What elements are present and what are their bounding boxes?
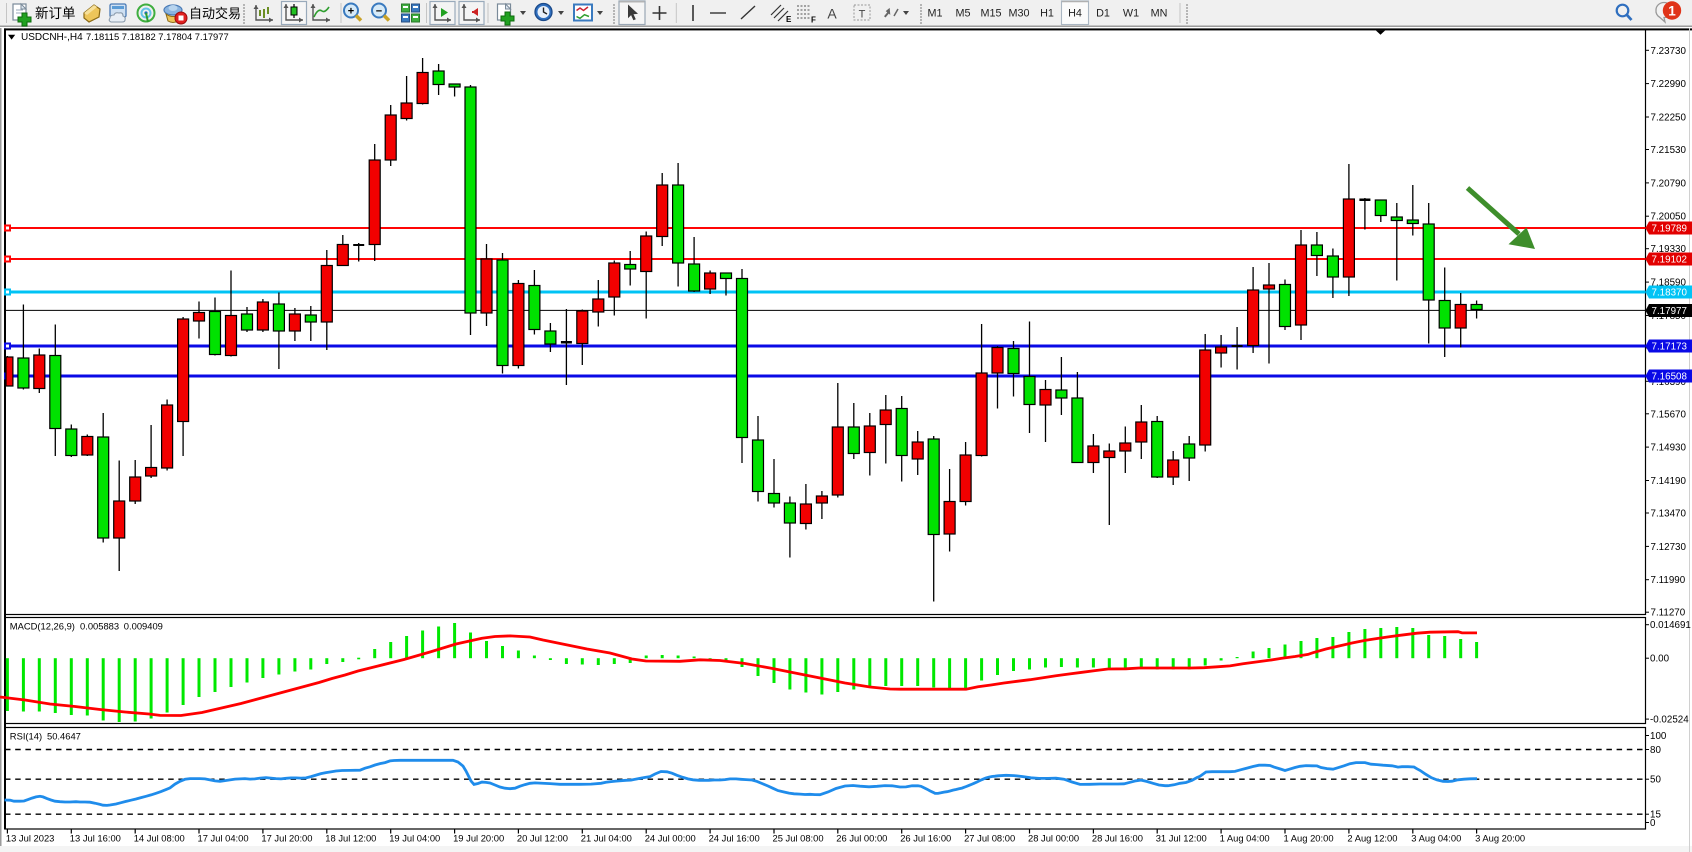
svg-text:14 Jul 08:00: 14 Jul 08:00 xyxy=(134,833,185,844)
svg-text:0.005883: 0.005883 xyxy=(80,620,119,631)
svg-text:−: − xyxy=(376,6,382,18)
svg-text:7.17977: 7.17977 xyxy=(1652,306,1687,317)
svg-text:0.00: 0.00 xyxy=(1650,654,1670,665)
svg-text:M15: M15 xyxy=(980,8,1001,20)
svg-text:D1: D1 xyxy=(1096,8,1110,20)
svg-text:3 Aug 20:00: 3 Aug 20:00 xyxy=(1475,833,1525,844)
svg-text:F: F xyxy=(811,16,816,25)
svg-text:-0.02524: -0.02524 xyxy=(1650,715,1689,726)
svg-text:3 Aug 04:00: 3 Aug 04:00 xyxy=(1411,833,1461,844)
svg-text:A: A xyxy=(827,6,837,22)
svg-text:USDCNH-,H4: USDCNH-,H4 xyxy=(21,32,83,43)
svg-text:50: 50 xyxy=(1650,775,1661,786)
svg-text:1 Aug 04:00: 1 Aug 04:00 xyxy=(1220,833,1270,844)
svg-text:M5: M5 xyxy=(956,8,971,20)
svg-text:1 Aug 20:00: 1 Aug 20:00 xyxy=(1284,833,1334,844)
svg-text:19 Jul 04:00: 19 Jul 04:00 xyxy=(389,833,440,844)
svg-text:24 Jul 16:00: 24 Jul 16:00 xyxy=(709,833,760,844)
svg-text:H4: H4 xyxy=(1068,8,1082,20)
svg-text:20 Jul 12:00: 20 Jul 12:00 xyxy=(517,833,568,844)
svg-text:7.19102: 7.19102 xyxy=(1652,255,1687,266)
svg-text:26 Jul 00:00: 26 Jul 00:00 xyxy=(836,833,887,844)
svg-text:W1: W1 xyxy=(1123,8,1139,20)
svg-text:7.15670: 7.15670 xyxy=(1651,409,1687,420)
svg-text:7.20790: 7.20790 xyxy=(1651,178,1687,189)
svg-text:13 Jul 16:00: 13 Jul 16:00 xyxy=(70,833,121,844)
svg-text:0.009409: 0.009409 xyxy=(124,620,163,631)
svg-text:RSI(14): RSI(14) xyxy=(10,730,42,741)
svg-text:100: 100 xyxy=(1650,731,1667,742)
svg-text:13 Jul 2023: 13 Jul 2023 xyxy=(6,833,54,844)
svg-text:7.14930: 7.14930 xyxy=(1651,443,1687,454)
svg-text:15: 15 xyxy=(1650,810,1661,821)
svg-text:7.22990: 7.22990 xyxy=(1651,79,1687,90)
svg-text:50.4647: 50.4647 xyxy=(47,730,81,741)
svg-text:7.18590: 7.18590 xyxy=(1651,278,1687,289)
svg-text:17 Jul 20:00: 17 Jul 20:00 xyxy=(261,833,312,844)
svg-text:7.18370: 7.18370 xyxy=(1652,288,1688,299)
svg-text:7.21530: 7.21530 xyxy=(1651,145,1687,156)
svg-text:19 Jul 20:00: 19 Jul 20:00 xyxy=(453,833,504,844)
svg-text:7.11270: 7.11270 xyxy=(1651,608,1686,619)
svg-text:0.014691: 0.014691 xyxy=(1650,620,1691,631)
svg-text:2 Aug 12:00: 2 Aug 12:00 xyxy=(1347,833,1397,844)
svg-text:MACD(12,26,9): MACD(12,26,9) xyxy=(10,620,75,631)
svg-text:M1: M1 xyxy=(928,8,943,20)
svg-text:7.23730: 7.23730 xyxy=(1651,46,1687,57)
svg-text:26 Jul 16:00: 26 Jul 16:00 xyxy=(900,833,951,844)
svg-text:7.14190: 7.14190 xyxy=(1651,476,1687,487)
svg-text:1: 1 xyxy=(1668,4,1676,19)
svg-text:T: T xyxy=(859,9,866,21)
svg-text:+: + xyxy=(348,6,354,18)
svg-text:7.20050: 7.20050 xyxy=(1651,212,1687,223)
svg-text:新订单: 新订单 xyxy=(35,6,76,21)
svg-text:7.12730: 7.12730 xyxy=(1651,542,1687,553)
svg-text:E: E xyxy=(786,15,792,24)
svg-text:24 Jul 00:00: 24 Jul 00:00 xyxy=(645,833,696,844)
svg-text:7.19330: 7.19330 xyxy=(1651,244,1687,255)
svg-text:7.13470: 7.13470 xyxy=(1651,508,1687,519)
svg-text:7.16508: 7.16508 xyxy=(1652,372,1688,383)
svg-text:7.22250: 7.22250 xyxy=(1651,113,1687,124)
svg-text:7.17173: 7.17173 xyxy=(1652,342,1688,353)
svg-text:H1: H1 xyxy=(1040,8,1054,20)
svg-text:21 Jul 04:00: 21 Jul 04:00 xyxy=(581,833,632,844)
svg-text:自动交易: 自动交易 xyxy=(189,6,241,21)
svg-text:17 Jul 04:00: 17 Jul 04:00 xyxy=(198,833,249,844)
svg-text:M30: M30 xyxy=(1008,8,1029,20)
svg-text:0: 0 xyxy=(1650,818,1656,829)
svg-text:25 Jul 08:00: 25 Jul 08:00 xyxy=(773,833,824,844)
svg-text:18 Jul 12:00: 18 Jul 12:00 xyxy=(325,833,376,844)
svg-text:7.19789: 7.19789 xyxy=(1652,224,1687,235)
svg-text:7.11990: 7.11990 xyxy=(1651,575,1686,586)
svg-text:7.18115 7.18182 7.17804 7.1797: 7.18115 7.18182 7.17804 7.17977 xyxy=(86,31,229,42)
svg-text:28 Jul 16:00: 28 Jul 16:00 xyxy=(1092,833,1143,844)
svg-text:MN: MN xyxy=(1151,8,1168,20)
svg-text:31 Jul 12:00: 31 Jul 12:00 xyxy=(1156,833,1207,844)
svg-text:80: 80 xyxy=(1650,745,1661,756)
svg-text:27 Jul 08:00: 27 Jul 08:00 xyxy=(964,833,1015,844)
svg-text:28 Jul 00:00: 28 Jul 00:00 xyxy=(1028,833,1079,844)
